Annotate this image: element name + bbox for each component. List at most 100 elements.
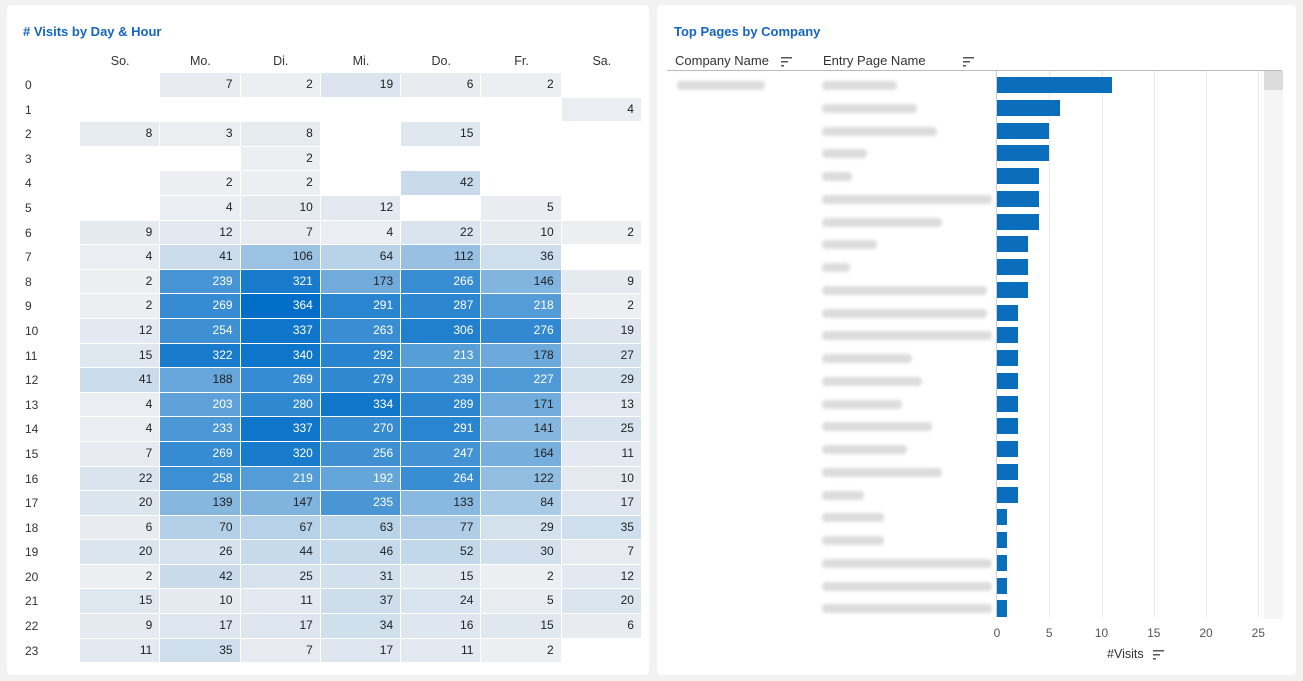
heatmap-cell[interactable]: 19 <box>561 318 641 343</box>
entry-page-name-redacted[interactable] <box>822 467 942 477</box>
heatmap-cell[interactable]: 133 <box>401 491 481 515</box>
heatmap-cell[interactable]: 171 <box>481 392 561 417</box>
entry-page-name-redacted[interactable] <box>822 376 922 386</box>
heatmap-cell[interactable]: 8 <box>240 122 320 146</box>
heatmap-cell[interactable]: 67 <box>240 515 320 540</box>
heatmap-cell[interactable]: 15 <box>80 589 160 614</box>
heatmap-cell[interactable]: 227 <box>481 368 561 392</box>
visits-bar[interactable] <box>997 554 1008 571</box>
entry-page-name-redacted[interactable] <box>822 194 992 204</box>
heatmap-cell[interactable]: 2 <box>481 564 561 589</box>
visits-bar[interactable] <box>997 600 1008 617</box>
heatmap-cell[interactable]: 30 <box>481 540 561 564</box>
heatmap-cell[interactable]: 287 <box>401 294 481 318</box>
sort-icon[interactable] <box>963 56 975 67</box>
heatmap-cell[interactable]: 13 <box>561 392 641 417</box>
heatmap-cell[interactable]: 235 <box>320 491 401 515</box>
heatmap-cell[interactable]: 139 <box>160 491 240 515</box>
heatmap-cell[interactable]: 291 <box>401 417 481 441</box>
heatmap-cell[interactable] <box>481 146 561 171</box>
heatmap-cell[interactable]: 258 <box>160 466 240 491</box>
heatmap-cell[interactable]: 269 <box>160 441 240 466</box>
visits-bar[interactable] <box>997 190 1039 207</box>
heatmap-cell[interactable]: 173 <box>320 269 401 294</box>
heatmap-cell[interactable]: 2 <box>80 294 160 318</box>
entry-page-name-redacted[interactable] <box>822 536 884 545</box>
visits-bar[interactable] <box>997 145 1050 162</box>
visits-bar-partial[interactable] <box>997 613 1008 617</box>
heatmap-cell[interactable] <box>320 122 401 146</box>
visits-bar[interactable] <box>997 509 1008 526</box>
entry-page-name-redacted[interactable] <box>822 558 992 568</box>
heatmap-cell[interactable]: 213 <box>401 343 481 368</box>
heatmap-cell[interactable]: 7 <box>160 73 240 97</box>
heatmap-cell[interactable]: 2 <box>80 564 160 589</box>
heatmap-cell[interactable]: 12 <box>320 195 401 220</box>
heatmap-cell[interactable]: 3 <box>160 122 240 146</box>
entry-page-name-redacted[interactable] <box>822 263 850 272</box>
heatmap-cell[interactable]: 46 <box>320 540 401 564</box>
heatmap-cell[interactable]: 9 <box>80 614 160 638</box>
heatmap-cell[interactable]: 10 <box>160 589 240 614</box>
heatmap-cell[interactable]: 7 <box>80 441 160 466</box>
heatmap-cell[interactable]: 17 <box>320 638 401 663</box>
heatmap-cell[interactable]: 122 <box>481 466 561 491</box>
heatmap-cell[interactable]: 239 <box>160 269 240 294</box>
heatmap-cell[interactable]: 340 <box>240 343 320 368</box>
heatmap-cell[interactable]: 4 <box>80 417 160 441</box>
visits-bar[interactable] <box>997 327 1018 344</box>
heatmap-cell[interactable] <box>401 195 481 220</box>
entry-page-name-redacted[interactable] <box>822 81 897 90</box>
heatmap-cell[interactable]: 2 <box>561 220 641 245</box>
heatmap-cell[interactable]: 9 <box>561 269 641 294</box>
heatmap-cell[interactable]: 279 <box>320 368 401 392</box>
heatmap-cell[interactable]: 321 <box>240 269 320 294</box>
heatmap-cell[interactable]: 178 <box>481 343 561 368</box>
heatmap-cell[interactable]: 70 <box>160 515 240 540</box>
heatmap-cell[interactable]: 233 <box>160 417 240 441</box>
visits-bar[interactable] <box>997 99 1060 116</box>
heatmap-cell[interactable]: 20 <box>80 491 160 515</box>
heatmap-cell[interactable]: 9 <box>80 220 160 245</box>
heatmap-cell[interactable] <box>401 97 481 122</box>
heatmap-cell[interactable]: 264 <box>401 466 481 491</box>
visits-bar[interactable] <box>997 213 1039 230</box>
heatmap-cell[interactable]: 364 <box>240 294 320 318</box>
heatmap-cell[interactable]: 19 <box>320 73 401 97</box>
heatmap-cell[interactable]: 146 <box>481 269 561 294</box>
heatmap-cell[interactable]: 41 <box>160 245 240 269</box>
entry-page-name-redacted[interactable] <box>822 285 987 295</box>
heatmap-cell[interactable]: 2 <box>240 171 320 195</box>
visits-bar[interactable] <box>997 259 1029 275</box>
heatmap-cell[interactable]: 7 <box>561 540 641 564</box>
heatmap-cell[interactable] <box>320 146 401 171</box>
heatmap-cell[interactable]: 37 <box>320 589 401 614</box>
entry-page-name-redacted[interactable] <box>822 422 932 432</box>
entry-page-name-redacted[interactable] <box>822 581 992 591</box>
visits-bar[interactable] <box>997 486 1018 503</box>
heatmap-cell[interactable]: 10 <box>561 466 641 491</box>
heatmap-cell[interactable]: 10 <box>481 220 561 245</box>
heatmap-cell[interactable]: 42 <box>401 171 481 195</box>
heatmap-cell[interactable]: 141 <box>481 417 561 441</box>
heatmap-cell[interactable]: 22 <box>80 466 160 491</box>
heatmap-cell[interactable]: 4 <box>80 392 160 417</box>
heatmap-cell[interactable] <box>240 97 320 122</box>
heatmap-cell[interactable]: 4 <box>561 97 641 122</box>
visits-bar[interactable] <box>997 350 1018 366</box>
heatmap-cell[interactable]: 24 <box>401 589 481 614</box>
heatmap-cell[interactable] <box>80 195 160 220</box>
heatmap-cell[interactable]: 254 <box>160 318 240 343</box>
heatmap-cell[interactable]: 34 <box>320 614 401 638</box>
heatmap-cell[interactable]: 320 <box>240 441 320 466</box>
entry-page-name-redacted[interactable] <box>822 126 937 136</box>
heatmap-cell[interactable]: 2 <box>80 269 160 294</box>
heatmap-cell[interactable]: 5 <box>481 195 561 220</box>
heatmap-cell[interactable]: 269 <box>240 368 320 392</box>
visits-bar[interactable] <box>997 122 1050 139</box>
heatmap-cell[interactable]: 2 <box>481 73 561 97</box>
heatmap-cell[interactable] <box>80 97 160 122</box>
heatmap-cell[interactable]: 188 <box>160 368 240 392</box>
heatmap-cell[interactable] <box>481 171 561 195</box>
heatmap-cell[interactable]: 8 <box>80 122 160 146</box>
